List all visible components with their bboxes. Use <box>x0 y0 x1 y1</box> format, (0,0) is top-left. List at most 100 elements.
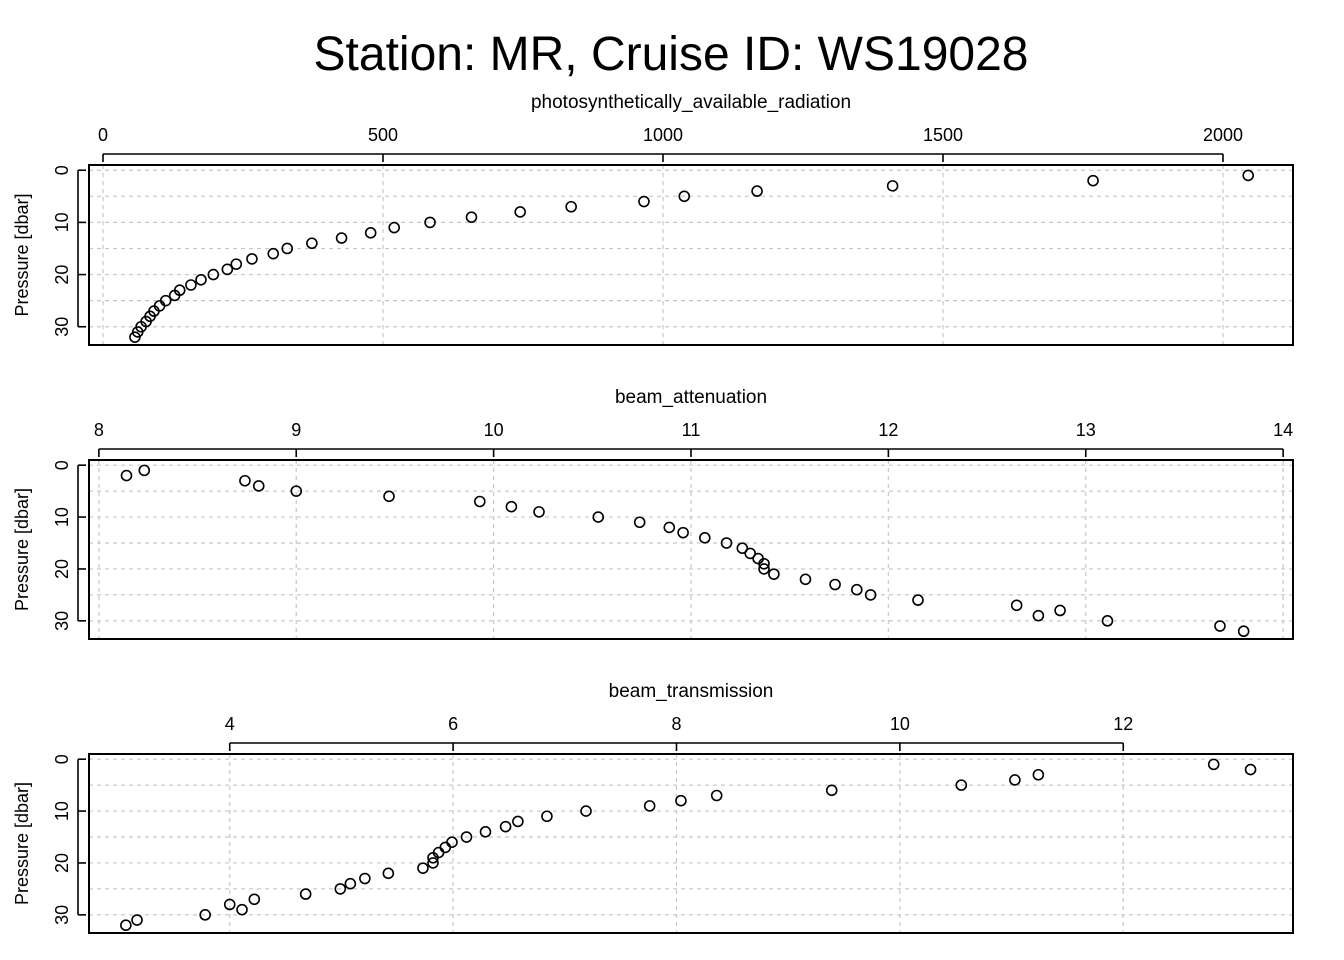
data-point <box>736 542 749 555</box>
data-point <box>364 227 377 239</box>
data-point <box>1207 758 1220 771</box>
data-point <box>427 851 439 864</box>
data-point <box>751 185 763 197</box>
data-point <box>633 516 646 529</box>
x-tick-label: 10 <box>484 420 504 440</box>
data-point <box>465 211 478 223</box>
x-tick-label: 13 <box>1076 420 1096 440</box>
data-point <box>1214 620 1226 632</box>
series-points <box>120 464 1250 638</box>
y-tick-label: 0 <box>52 754 72 764</box>
data-point <box>1032 609 1045 622</box>
y-axis-label: Pressure [dbar] <box>12 782 32 905</box>
series-points <box>120 758 1257 932</box>
panel-title: beam_attenuation <box>615 387 767 408</box>
x-tick-label: 12 <box>1113 714 1133 734</box>
data-point <box>1244 763 1257 776</box>
data-point <box>1237 625 1250 638</box>
data-point <box>1242 169 1254 182</box>
data-point <box>479 826 492 838</box>
data-point <box>580 805 592 817</box>
data-point <box>131 914 143 926</box>
data-point <box>675 794 687 807</box>
data-point <box>512 815 524 828</box>
data-point <box>120 919 132 932</box>
data-point <box>382 867 395 880</box>
x-tick-label: 8 <box>94 420 104 440</box>
data-point <box>758 563 770 575</box>
y-axis-left: 0 10 20 30 Pressure [dbar] <box>12 460 86 631</box>
data-point <box>424 216 436 229</box>
data-point <box>710 789 723 802</box>
data-point <box>207 268 220 281</box>
data-point <box>344 877 357 890</box>
panel-photosynthetically-available-radiation: photosynthetically_available_radiation 0 5… <box>12 92 1294 346</box>
data-point <box>334 883 347 895</box>
x-tick-label: 4 <box>225 714 235 734</box>
data-point <box>439 841 452 854</box>
y-tick-label: 30 <box>52 317 72 337</box>
data-point <box>383 490 395 503</box>
x-tick-label: 1500 <box>923 125 963 145</box>
x-tick-label: 9 <box>291 420 301 440</box>
y-tick-label: 20 <box>52 559 72 579</box>
data-point <box>912 594 924 606</box>
panel-beam-transmission: beam_transmission 4 6 8 10 12 0 10 20 30 Pressure … <box>12 681 1294 934</box>
x-tick-label: 12 <box>878 420 898 440</box>
data-point <box>565 200 577 213</box>
data-point <box>799 573 812 586</box>
data-point <box>663 521 676 534</box>
y-axis-left: 0 10 20 30 Pressure [dbar] <box>12 165 86 337</box>
x-tick-label: 11 <box>682 420 701 440</box>
y-tick-label: 10 <box>52 801 72 821</box>
data-point <box>955 779 968 791</box>
grid <box>89 754 1293 933</box>
data-point <box>864 589 877 601</box>
data-point <box>514 206 527 218</box>
plot-frame <box>88 459 1294 640</box>
y-tick-label: 30 <box>52 611 72 631</box>
data-point <box>533 506 545 518</box>
data-point <box>129 331 141 343</box>
data-point <box>138 464 151 477</box>
data-point <box>252 480 265 492</box>
y-tick-label: 30 <box>52 905 72 925</box>
y-tick-label: 10 <box>52 212 72 232</box>
x-tick-label: 8 <box>671 714 681 734</box>
data-point <box>720 537 733 549</box>
data-point <box>758 557 770 570</box>
y-tick-label: 10 <box>52 507 72 527</box>
x-tick-label: 0 <box>98 125 108 145</box>
y-tick-label: 0 <box>52 165 72 175</box>
data-point <box>168 289 181 302</box>
figure-title: Station: MR, Cruise ID: WS19028 <box>314 28 1029 81</box>
x-tick-label: 1000 <box>643 125 683 145</box>
grid <box>89 460 1293 639</box>
data-point <box>239 474 251 487</box>
data-point <box>678 190 691 203</box>
data-point <box>299 888 312 900</box>
grid <box>89 165 1293 345</box>
y-tick-label: 20 <box>52 265 72 285</box>
x-axis-top: 0 500 1000 1500 2000 <box>98 125 1243 162</box>
data-point <box>427 857 439 869</box>
data-point <box>195 273 207 286</box>
plot-frame <box>88 164 1294 346</box>
data-point <box>230 258 243 270</box>
panel-beam-attenuation: beam_attenuation 8 9 10 11 12 13 14 0 10 20 30 Press… <box>12 387 1294 640</box>
data-point <box>223 898 236 911</box>
data-point <box>850 583 863 596</box>
data-point <box>474 495 486 508</box>
x-tick-label: 14 <box>1273 420 1293 440</box>
data-point <box>1009 774 1021 786</box>
data-point <box>677 526 689 539</box>
x-axis-top: 8 9 10 11 12 13 14 <box>94 420 1293 457</box>
y-tick-label: 0 <box>52 460 72 470</box>
y-axis-label: Pressure [dbar] <box>12 488 32 611</box>
data-point <box>388 221 401 234</box>
data-point <box>1010 599 1023 612</box>
data-point <box>446 836 458 849</box>
data-point <box>699 532 711 544</box>
data-point <box>499 820 512 833</box>
